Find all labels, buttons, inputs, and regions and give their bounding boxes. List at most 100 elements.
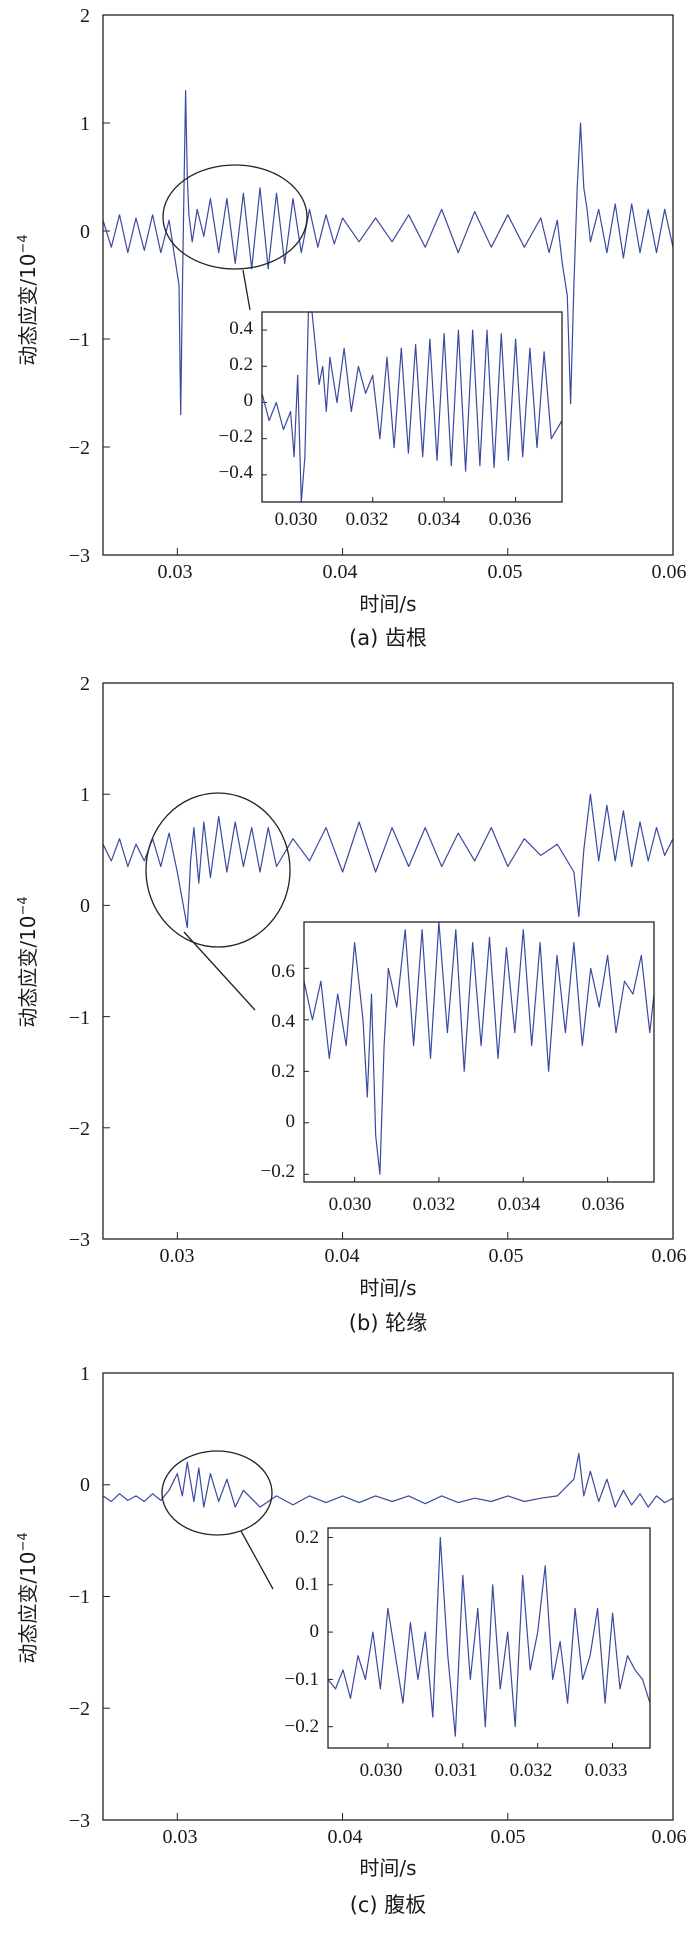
panel-b-wheel-rim: 0.03 0.04 0.05 0.06 2 1 0 −1 −2 −3 0.030… xyxy=(16,673,687,1335)
panel-c-x-tick-label: 0.05 xyxy=(491,1826,526,1848)
panel-c-y-axis-label-exponent: −4 xyxy=(16,1532,31,1551)
panel-b-y-tick-label: 1 xyxy=(80,784,90,806)
panel-c-inset-x-tick-label: 0.033 xyxy=(585,1760,628,1781)
panel-b-x-tick-labels: 0.03 0.04 0.05 0.06 xyxy=(160,1245,687,1267)
panel-c-zoom-pointer xyxy=(240,1530,274,1590)
panel-c-inset-y-tick-label: 0.2 xyxy=(295,1527,319,1548)
panel-b-y-tick-label: −2 xyxy=(69,1118,90,1140)
panel-c-x-axis-label: 时间/s xyxy=(359,1856,416,1880)
panel-b-inset-series-line xyxy=(303,921,655,1175)
panel-a-x-tick-label: 0.06 xyxy=(652,561,687,583)
panel-a-y-tick-label: −1 xyxy=(69,329,90,351)
panel-a-inset-y-tick-label: −0.2 xyxy=(219,426,253,447)
panel-b-zoom-ellipse xyxy=(145,792,291,948)
panel-c-inset-background xyxy=(328,1528,650,1748)
panel-c-y-tick-label: −2 xyxy=(69,1698,90,1720)
panel-b-plot-frame xyxy=(102,682,674,1240)
panel-b-series-line xyxy=(102,793,674,929)
panel-b-inset-y-tick-label: −0.2 xyxy=(261,1161,295,1182)
panel-c-inset-x-tick-label: 0.030 xyxy=(360,1760,403,1781)
panel-b-x-tick-label: 0.05 xyxy=(489,1245,524,1267)
panel-c-inset-y-tick-label: −0.1 xyxy=(285,1669,319,1690)
panel-a-y-tick-label: 1 xyxy=(80,113,90,135)
panel-a-inset-frame xyxy=(261,311,563,503)
panel-a-x-tick-labels: 0.03 0.04 0.05 0.06 xyxy=(158,561,687,583)
panel-a-y-axis-label-exponent: −4 xyxy=(16,234,31,253)
panel-a-inset-x-tick-labels: 0.030 0.032 0.034 0.036 xyxy=(275,509,532,530)
panel-b-y-axis-label: 动态应变/10−4 xyxy=(16,896,40,1027)
panel-a-x-axis-label: 时间/s xyxy=(359,592,416,616)
panel-b-inset-x-tick-label: 0.032 xyxy=(413,1194,456,1215)
panel-c-caption: (c) 腹板 xyxy=(350,1893,427,1917)
panel-a-inset-series-line xyxy=(261,311,563,503)
panel-a-y-tick-labels: 2 1 0 −1 −2 −3 xyxy=(69,5,90,567)
panel-c-inset-ticks xyxy=(328,1536,614,1748)
panel-c-x-tick-label: 0.03 xyxy=(163,1826,198,1848)
panel-a-x-tick-label: 0.03 xyxy=(158,561,193,583)
panel-a-x-tick-label: 0.04 xyxy=(323,561,358,583)
panel-b-x-tick-label: 0.04 xyxy=(325,1245,360,1267)
panel-b-x-axis-label: 时间/s xyxy=(359,1276,416,1300)
panel-a-zoom-ellipse xyxy=(162,164,308,270)
panel-a-tooth-root: 0.03 0.04 0.05 0.06 2 1 0 −1 −2 −3 0.030… xyxy=(16,5,687,650)
panel-c-inset-x-tick-labels: 0.030 0.031 0.032 0.033 xyxy=(360,1760,628,1781)
panel-a-inset-x-tick-label: 0.034 xyxy=(418,509,461,530)
panel-a-inset-y-tick-label: −0.4 xyxy=(219,462,254,483)
panel-c-inset-series-line xyxy=(327,1536,651,1737)
panel-a-inset-x-tick-label: 0.032 xyxy=(346,509,389,530)
panel-c-inset-x-tick-label: 0.031 xyxy=(435,1760,478,1781)
panel-a-inset-y-tick-label: 0.4 xyxy=(229,318,253,339)
panel-a-y-axis-label-text: 动态应变/10 xyxy=(16,253,40,365)
panel-b-y-tick-label: 0 xyxy=(80,895,90,917)
panel-c-plot-frame xyxy=(102,1372,674,1821)
panel-b-inset-y-tick-label: 0.4 xyxy=(271,1011,295,1032)
panel-a-y-tick-label: −3 xyxy=(69,545,90,567)
panel-a-inset-x-tick-label: 0.030 xyxy=(275,509,318,530)
panel-b-x-tick-label: 0.03 xyxy=(160,1245,195,1267)
panel-b-x-tick-label: 0.06 xyxy=(652,1245,687,1267)
panel-a-y-tick-label: 0 xyxy=(80,221,90,243)
panel-c-y-tick-label: 1 xyxy=(80,1363,90,1385)
panel-b-inset-x-tick-label: 0.030 xyxy=(329,1194,372,1215)
panel-c-y-tick-labels: 1 0 −1 −2 −3 xyxy=(69,1363,90,1832)
panel-c-x-tick-label: 0.04 xyxy=(328,1826,363,1848)
panel-c-x-tick-label: 0.06 xyxy=(652,1826,687,1848)
panel-b-y-axis-label-exponent: −4 xyxy=(16,896,31,915)
panel-c-series-line xyxy=(102,1452,674,1508)
panel-c-y-tick-label: 0 xyxy=(80,1474,90,1496)
panel-a-inset-y-tick-label: 0.2 xyxy=(229,354,253,375)
panel-b-inset-x-tick-label: 0.036 xyxy=(582,1194,625,1215)
panel-a-y-axis-label: 动态应变/10−4 xyxy=(16,234,40,365)
panel-c-inset-x-tick-label: 0.032 xyxy=(510,1760,553,1781)
panel-a-inset-y-tick-label: 0 xyxy=(244,390,254,411)
panel-b-inset-x-tick-labels: 0.030 0.032 0.034 0.036 xyxy=(329,1194,625,1215)
panel-a-inset-x-tick-label: 0.036 xyxy=(489,509,532,530)
panel-c-inset-y-tick-label: 0.1 xyxy=(295,1574,319,1595)
panel-b-inset-y-tick-labels: 0.6 0.4 0.2 0 −0.2 xyxy=(261,961,296,1182)
panel-b-inset-y-tick-label: 0 xyxy=(286,1111,296,1132)
panel-b-caption: (b) 轮缘 xyxy=(349,1311,427,1335)
panel-c-inset-y-tick-label: 0 xyxy=(310,1621,320,1642)
panel-b-y-axis-label-text: 动态应变/10 xyxy=(16,915,40,1027)
panel-c-inset xyxy=(327,1527,651,1749)
panel-c-inset-y-tick-labels: 0.2 0.1 0 −0.1 −0.2 xyxy=(285,1527,319,1737)
panel-b-inset-frame xyxy=(303,921,655,1183)
panel-b-inset-y-tick-label: 0.2 xyxy=(271,1061,295,1082)
panel-b-y-tick-labels: 2 1 0 −1 −2 −3 xyxy=(69,673,90,1251)
panel-c-inset-y-tick-label: −0.2 xyxy=(285,1716,319,1737)
panel-a-inset xyxy=(261,311,563,503)
panel-b-inset-y-tick-label: 0.6 xyxy=(271,961,295,982)
panel-c-inset-frame xyxy=(327,1527,651,1749)
panel-a-x-tick-label: 0.05 xyxy=(488,561,523,583)
panel-b-inset xyxy=(303,921,655,1183)
panel-c-x-tick-labels: 0.03 0.04 0.05 0.06 xyxy=(163,1826,687,1848)
panel-a-inset-y-tick-labels: 0.4 0.2 0 −0.2 −0.4 xyxy=(219,318,254,483)
panel-c-zoom-ellipse xyxy=(161,1450,273,1536)
panel-b-y-tick-label: −3 xyxy=(69,1229,90,1251)
panel-b-y-tick-label: −1 xyxy=(69,1007,90,1029)
panel-a-series-line xyxy=(102,90,674,416)
panel-b-inset-ticks xyxy=(304,967,609,1182)
panel-a-zoom-pointer xyxy=(242,269,251,311)
panel-a-y-tick-label: 2 xyxy=(80,5,90,27)
